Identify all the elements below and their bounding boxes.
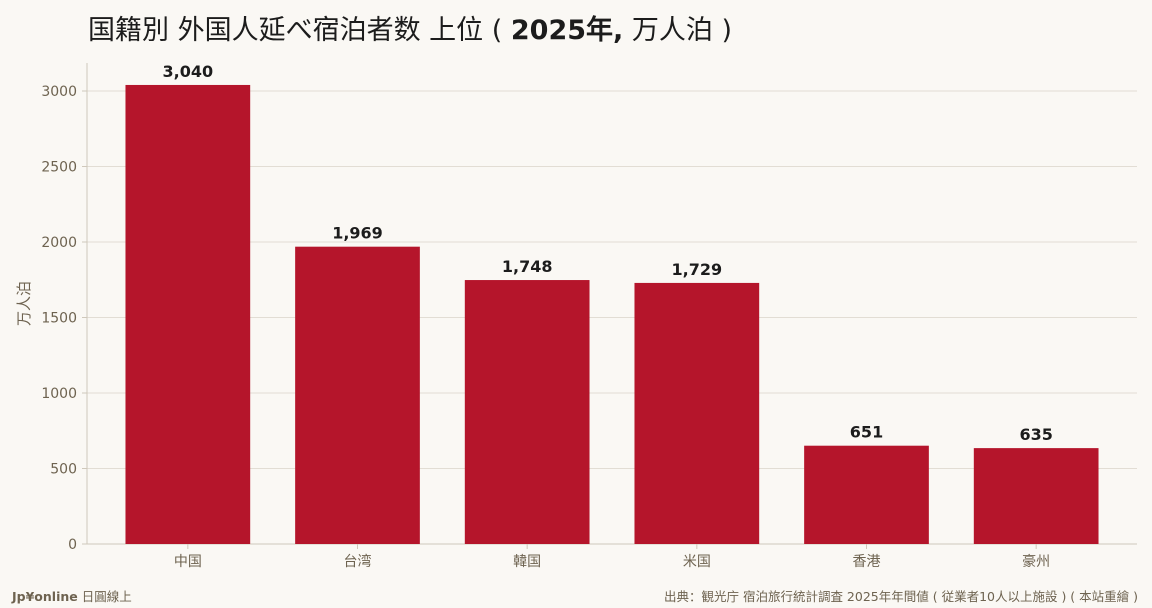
- y-tick-label: 500: [50, 462, 77, 478]
- bar: [464, 280, 590, 544]
- bar-data-label: 651: [850, 423, 883, 442]
- y-axis-label: 万人泊: [15, 281, 33, 326]
- title-year: 2025年,: [510, 15, 624, 46]
- bar-data-label: 1,969: [332, 224, 383, 243]
- y-tick-label: 2000: [41, 235, 77, 251]
- bar-data-label: 1,748: [502, 257, 553, 276]
- chart-title: 国籍別 外国人延べ宿泊者数 上位 ( 2025年, 万人泊 ): [88, 8, 732, 47]
- x-tick-label: 台湾: [344, 553, 372, 570]
- y-tick-label: 3000: [41, 84, 77, 100]
- bar: [125, 84, 251, 545]
- y-tick-label: 2500: [41, 160, 77, 176]
- y-tick-label: 1000: [41, 386, 77, 402]
- bar-data-label: 1,729: [672, 260, 723, 279]
- bar: [295, 246, 420, 544]
- brand-subtitle: 日圓線上: [81, 589, 132, 604]
- source-note: 出典：観光庁 宿泊旅行統計調査 2025年年間値 ( 従業者10人以上施設 ) …: [663, 589, 1138, 604]
- brand-name: Jp¥online: [12, 589, 78, 604]
- x-tick-label: 香港: [853, 554, 881, 570]
- bar: [804, 445, 929, 544]
- title-suffix: 万人泊 ): [623, 15, 732, 46]
- y-tick-label: 1500: [41, 311, 77, 327]
- y-tick-label: 0: [68, 537, 77, 553]
- x-tick-label: 中国: [174, 554, 202, 570]
- x-tick-label: 韓国: [513, 554, 541, 570]
- bar: [973, 448, 1099, 544]
- bar-data-label: 635: [1019, 425, 1052, 444]
- title-prefix: 国籍別 外国人延べ宿泊者数 上位 (: [88, 15, 511, 46]
- bar-data-label: 3,040: [163, 62, 214, 81]
- x-tick-label: 米国: [683, 554, 711, 570]
- bar: [634, 282, 760, 544]
- brand-footer: Jp¥online 日圓線上: [12, 586, 132, 605]
- x-tick-label: 豪州: [1022, 554, 1050, 570]
